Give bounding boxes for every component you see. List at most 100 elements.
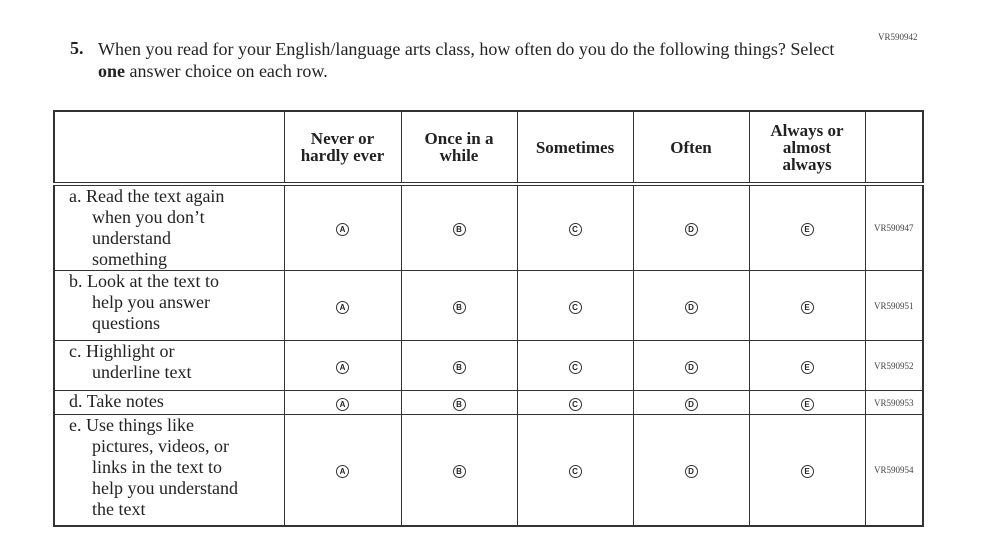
- header-blank: [53, 110, 285, 185]
- answer-bubble-a[interactable]: A: [336, 397, 349, 411]
- answer-bubble-c[interactable]: C: [568, 360, 582, 374]
- table-row: b. Look at the text to help you answer que…: [53, 270, 924, 341]
- column-header-line: Sometimes: [535, 137, 615, 157]
- statement-line: pictures, videos, or: [92, 436, 229, 456]
- statement-line: something: [92, 249, 167, 269]
- answer-bubble-a[interactable]: A: [336, 223, 349, 236]
- statement-line: d. Take notes: [69, 391, 164, 411]
- column-header-line: always: [782, 154, 832, 174]
- answer-bubble-c[interactable]: C: [568, 464, 582, 478]
- answer-cell[interactable]: E: [748, 340, 866, 391]
- row-statement: d. Take notes: [53, 390, 285, 415]
- row-item-id: VR590952: [864, 340, 924, 391]
- answer-cell[interactable]: D: [632, 414, 750, 526]
- answer-bubble-d[interactable]: D: [684, 464, 698, 478]
- answer-bubble-c[interactable]: C: [568, 397, 582, 411]
- statement-line: questions: [92, 313, 161, 333]
- row-statement: e. Use things like pictures, videos, or li…: [53, 414, 285, 526]
- answer-cell[interactable]: C: [516, 270, 634, 341]
- survey-table: Never or hardly ever Once in a while Sometim…: [53, 110, 924, 527]
- column-header-line: Always or: [770, 120, 844, 140]
- answer-cell[interactable]: C: [516, 414, 634, 526]
- answer-bubble-e[interactable]: E: [800, 360, 814, 374]
- statement-line: help you answer: [92, 292, 210, 312]
- answer-bubble-d[interactable]: D: [684, 223, 698, 236]
- answer-bubble-b[interactable]: B: [452, 223, 466, 236]
- answer-cell[interactable]: E: [748, 183, 866, 271]
- answer-bubble-e[interactable]: E: [800, 300, 814, 314]
- statement-line: help you understand: [92, 478, 238, 498]
- answer-bubble-d[interactable]: D: [684, 397, 698, 411]
- column-header: Once in a while: [400, 110, 518, 185]
- column-header-line: hardly ever: [300, 146, 385, 165]
- answer-cell[interactable]: E: [748, 270, 866, 341]
- column-header-line: Often: [670, 137, 712, 157]
- row-item-id: VR590953: [864, 390, 924, 415]
- question-text: When you read for your English/language …: [98, 39, 835, 81]
- answer-bubble-c[interactable]: C: [568, 300, 582, 314]
- statement-line: a. Read the text again: [69, 186, 225, 206]
- statement-line: underline text: [92, 362, 192, 382]
- answer-bubble-a[interactable]: A: [336, 360, 349, 374]
- answer-cell[interactable]: B: [400, 390, 518, 415]
- answer-bubble-e[interactable]: E: [800, 397, 814, 411]
- statement-line: c. Highlight or: [69, 341, 175, 361]
- table-row: c. Highlight or underline text A B C D E VR5909…: [53, 340, 924, 391]
- answer-cell[interactable]: C: [516, 183, 634, 271]
- answer-bubble-b[interactable]: B: [452, 360, 466, 374]
- answer-bubble-e[interactable]: E: [800, 223, 814, 236]
- statement-line: b. Look at the text to: [69, 271, 219, 291]
- answer-cell[interactable]: A: [283, 390, 402, 415]
- column-header-line: almost: [782, 137, 832, 157]
- table-row: d. Take notes A B C D E VR590953: [53, 390, 924, 415]
- question-id: VR590942: [878, 32, 918, 42]
- statement-line: links in the text to: [92, 457, 222, 477]
- row-item-id: VR590947: [864, 183, 924, 271]
- answer-cell[interactable]: D: [632, 390, 750, 415]
- row-statement: c. Highlight or underline text: [53, 340, 285, 391]
- answer-cell[interactable]: D: [632, 340, 750, 391]
- answer-cell[interactable]: A: [283, 270, 402, 341]
- statement-line: understand: [92, 228, 171, 248]
- answer-bubble-b[interactable]: B: [452, 397, 466, 411]
- answer-cell[interactable]: A: [283, 183, 402, 271]
- table-row: a. Read the text again when you don’t unde…: [53, 183, 924, 271]
- answer-cell[interactable]: B: [400, 340, 518, 391]
- statement-line: when you don’t: [92, 207, 205, 227]
- header-row: Never or hardly ever Once in a while Sometim…: [53, 110, 924, 185]
- column-header-line: Once in a: [424, 129, 494, 148]
- answer-bubble-d[interactable]: D: [684, 360, 698, 374]
- column-header-line: while: [439, 146, 479, 165]
- answer-bubble-c[interactable]: C: [568, 223, 582, 236]
- answer-cell[interactable]: B: [400, 414, 518, 526]
- column-header: Never or hardly ever: [283, 110, 402, 185]
- statement-line: the text: [92, 499, 146, 519]
- answer-cell[interactable]: C: [516, 340, 634, 391]
- answer-cell[interactable]: B: [400, 183, 518, 271]
- answer-bubble-d[interactable]: D: [684, 300, 698, 314]
- table-row: e. Use things like pictures, videos, or li…: [53, 414, 924, 526]
- answer-cell[interactable]: C: [516, 390, 634, 415]
- row-item-id: VR590951: [864, 270, 924, 341]
- column-header: Always or almost always: [748, 110, 866, 185]
- header-id-blank: [864, 110, 924, 185]
- column-header: Often: [632, 110, 750, 185]
- answer-bubble-a[interactable]: A: [336, 300, 349, 314]
- answer-cell[interactable]: D: [632, 270, 750, 341]
- row-statement: b. Look at the text to help you answer que…: [53, 270, 285, 341]
- answer-bubble-e[interactable]: E: [800, 464, 814, 478]
- answer-cell[interactable]: A: [283, 340, 402, 391]
- row-item-id: VR590954: [864, 414, 924, 526]
- answer-bubble-a[interactable]: A: [336, 464, 349, 478]
- column-header: Sometimes: [516, 110, 634, 185]
- answer-cell[interactable]: E: [748, 414, 866, 526]
- answer-cell[interactable]: E: [748, 390, 866, 415]
- answer-cell[interactable]: D: [632, 183, 750, 271]
- answer-bubble-b[interactable]: B: [452, 464, 466, 478]
- answer-bubble-b[interactable]: B: [452, 300, 466, 314]
- column-header-line: Never or: [310, 129, 375, 148]
- statement-line: e. Use things like: [69, 415, 194, 435]
- answer-cell[interactable]: B: [400, 270, 518, 341]
- answer-cell[interactable]: A: [283, 414, 402, 526]
- question-number: 5.: [70, 38, 84, 58]
